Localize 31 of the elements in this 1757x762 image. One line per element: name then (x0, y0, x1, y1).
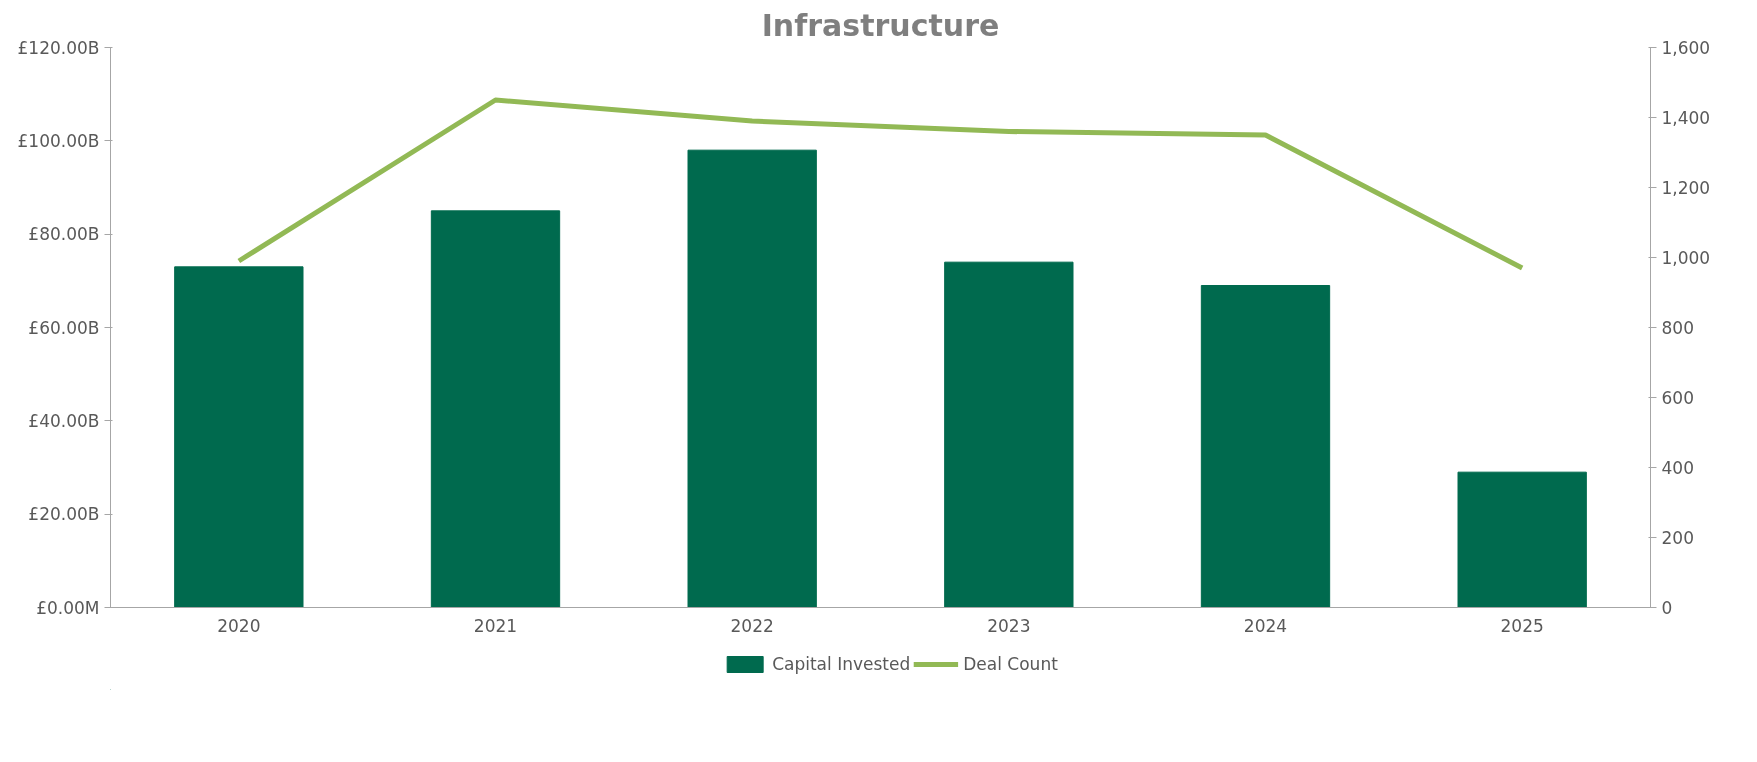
y-tick-label: £20.00B (28, 504, 100, 525)
bar (687, 149, 817, 608)
bar (174, 266, 304, 608)
y2-tick-label: 800 (1661, 318, 1694, 338)
legend-label: Capital Invested (772, 654, 911, 674)
legend-label: Deal Count (963, 654, 1058, 674)
y2-tick-label: 600 (1661, 388, 1694, 408)
y-tick-label: £0.00M (36, 597, 100, 618)
y2-tick-label: 1,400 (1661, 108, 1711, 128)
y2-tick-label: 400 (1661, 458, 1694, 478)
x-tick-label: 2023 (987, 615, 1031, 636)
x-tick-label: 2020 (217, 615, 261, 636)
y2-tick-label: 200 (1661, 528, 1694, 548)
x-tick-label: 2021 (473, 615, 518, 636)
y-tick-label: £40.00B (28, 410, 100, 431)
y-tick-label: £100.00B (17, 130, 100, 151)
y-tick-label: £120.00B (17, 37, 100, 58)
y2-tick-label: 1,000 (1661, 248, 1711, 268)
x-tick-label: 2022 (730, 615, 774, 636)
bar (944, 261, 1074, 608)
y-tick-label: £80.00B (28, 224, 100, 245)
bar (430, 210, 561, 608)
y2-tick-label: 1,200 (1661, 178, 1711, 198)
y-tick-label: £60.00B (28, 317, 100, 338)
y2-tick-label: 1,600 (1661, 38, 1711, 58)
bar (1200, 285, 1331, 608)
chart-title: Infrastructure (761, 7, 1000, 43)
x-tick-label: 2025 (1500, 615, 1544, 636)
x-tick-label: 2024 (1243, 615, 1288, 636)
y2-tick-label: 0 (1661, 598, 1673, 618)
bar (1457, 471, 1587, 608)
